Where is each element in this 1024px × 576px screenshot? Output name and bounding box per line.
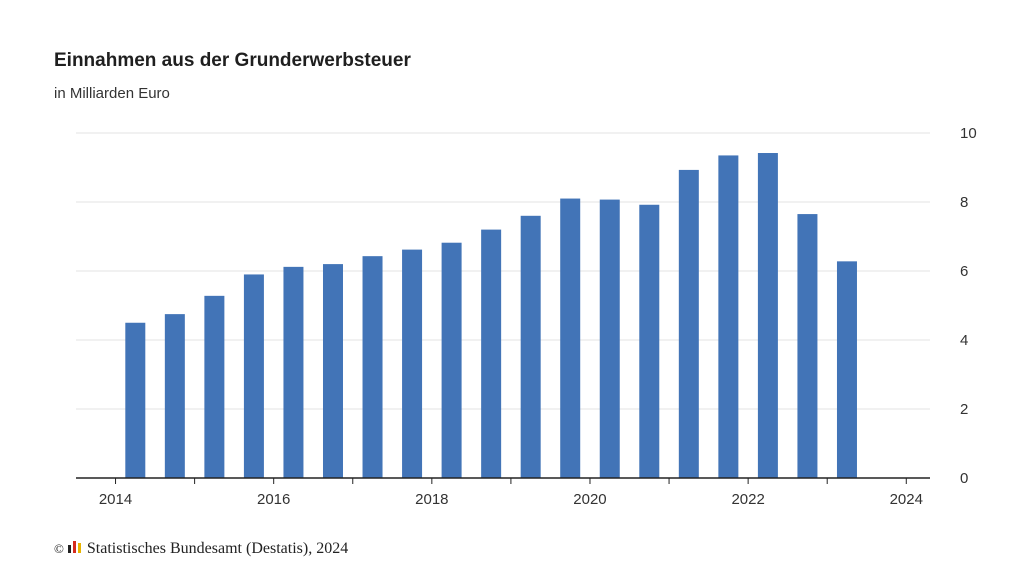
chart-subtitle: in Milliarden Euro	[54, 85, 170, 102]
bar	[164, 314, 185, 478]
y-tick-label: 2	[960, 401, 968, 418]
bar	[797, 214, 818, 478]
bar	[125, 322, 146, 478]
source-text: Statistisches Bundesamt (Destatis), 2024	[86, 540, 349, 557]
bar-chart: 0 2 4 6 8 10 2014 2016 2018 2020 2022 2024	[76, 125, 977, 508]
y-tick-label: 4	[960, 332, 968, 349]
y-tick-label: 0	[960, 470, 968, 487]
bar	[481, 229, 502, 478]
x-tick-label: 2020	[573, 491, 606, 508]
bar	[718, 155, 739, 479]
bar	[441, 242, 462, 478]
x-tick-label: 2018	[415, 491, 448, 508]
y-tick-label: 8	[960, 194, 968, 211]
x-tick-labels: 2014 2016 2018 2020 2022 2024	[99, 491, 923, 508]
bar	[204, 295, 225, 478]
chart-title: Einnahmen aus der Grunderwerbsteuer	[54, 50, 411, 71]
bar	[639, 204, 660, 478]
y-tick-label: 6	[960, 263, 968, 280]
destatis-logo-icon	[67, 540, 82, 558]
x-tick-label: 2024	[890, 491, 923, 508]
axes	[76, 477, 930, 484]
bar	[283, 266, 304, 478]
bar	[322, 264, 343, 478]
bar	[362, 256, 383, 478]
bar	[560, 198, 581, 479]
bar	[402, 249, 423, 478]
bar	[836, 261, 857, 478]
bar	[243, 274, 264, 478]
bar	[757, 153, 778, 478]
y-tick-label: 10	[960, 125, 977, 142]
y-tick-labels: 0 2 4 6 8 10	[960, 125, 977, 487]
bar	[520, 215, 541, 479]
x-tick-label: 2014	[99, 491, 132, 508]
bar	[678, 169, 699, 479]
bars	[125, 153, 857, 479]
bar	[599, 199, 620, 478]
copyright-symbol: ©	[54, 541, 64, 556]
x-tick-label: 2022	[731, 491, 764, 508]
source-credit: © Statistisches Bundesamt (Destatis), 20…	[54, 540, 348, 558]
x-tick-label: 2016	[257, 491, 290, 508]
